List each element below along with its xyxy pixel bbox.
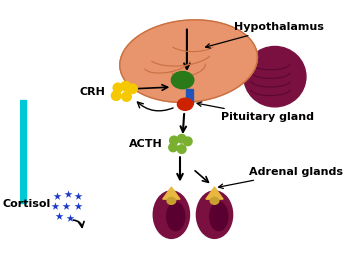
Ellipse shape	[210, 202, 228, 231]
Circle shape	[177, 145, 186, 154]
Text: Pituitary gland: Pituitary gland	[197, 102, 314, 122]
Circle shape	[183, 137, 192, 146]
Point	[63, 204, 69, 208]
Ellipse shape	[244, 46, 306, 107]
Circle shape	[169, 143, 177, 152]
Point	[56, 214, 62, 219]
Bar	[20, 100, 26, 204]
Text: CRH: CRH	[79, 87, 105, 97]
Text: Hypothalamus: Hypothalamus	[205, 22, 324, 48]
Point	[75, 204, 81, 208]
Text: Cortisol: Cortisol	[2, 199, 51, 209]
Point	[65, 192, 71, 196]
Circle shape	[128, 84, 137, 94]
Point	[68, 216, 73, 220]
Circle shape	[113, 83, 122, 92]
Text: Adrenal glands: Adrenal glands	[219, 167, 343, 188]
Ellipse shape	[120, 20, 258, 102]
Ellipse shape	[172, 72, 194, 89]
Ellipse shape	[153, 191, 189, 238]
Ellipse shape	[167, 202, 185, 231]
Text: ACTH: ACTH	[129, 139, 163, 149]
Bar	[186, 89, 193, 104]
Point	[75, 194, 81, 198]
Circle shape	[177, 134, 186, 143]
Ellipse shape	[210, 198, 219, 204]
Ellipse shape	[196, 191, 233, 238]
Circle shape	[170, 136, 178, 145]
Ellipse shape	[177, 98, 193, 110]
Circle shape	[111, 91, 121, 100]
Point	[52, 204, 58, 208]
Circle shape	[121, 81, 131, 91]
Point	[54, 194, 60, 198]
Polygon shape	[206, 187, 223, 199]
Circle shape	[122, 92, 131, 101]
Ellipse shape	[167, 198, 176, 204]
Polygon shape	[163, 187, 180, 199]
